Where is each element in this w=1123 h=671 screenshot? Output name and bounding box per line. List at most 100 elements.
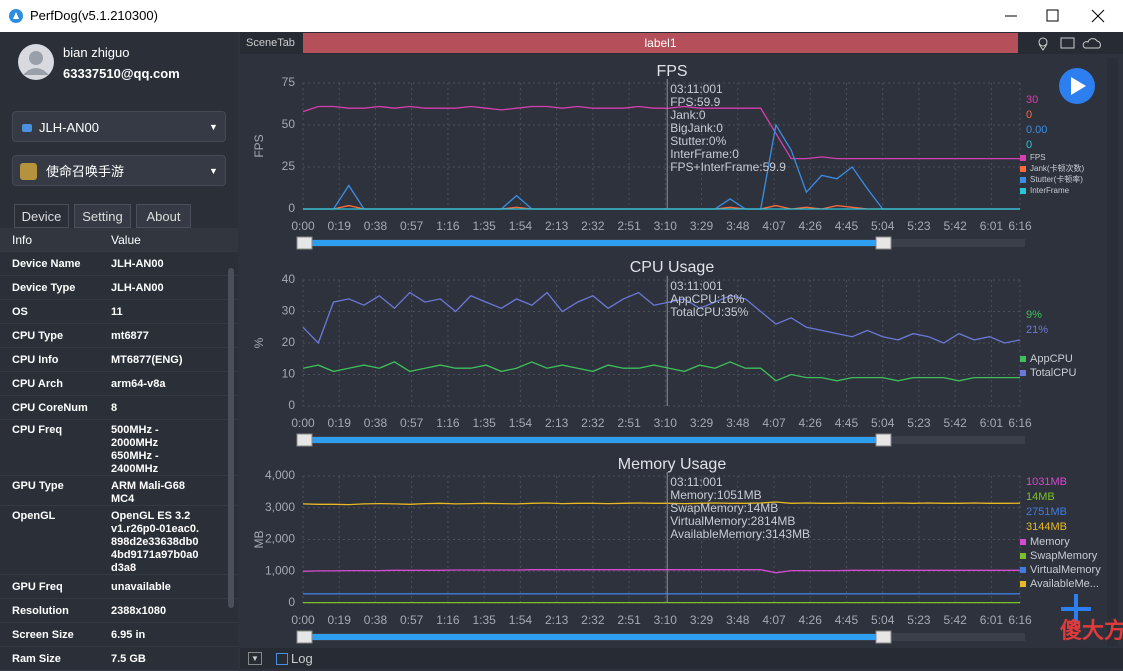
info-value: MT6877(ENG) xyxy=(111,354,183,366)
x-tick-label: 6:01 xyxy=(980,219,1004,233)
tooltip-line: FPS:59.9 xyxy=(670,95,720,109)
table-row: Device Type JLH-AN00 xyxy=(0,276,238,300)
legend-name: Stutter(卡顿率) xyxy=(1030,174,1083,184)
log-label[interactable]: Log xyxy=(291,651,313,666)
tooltip-line: 03:11:001 xyxy=(670,82,723,96)
x-tick-label: 0:57 xyxy=(400,416,424,430)
x-tick-label: 2:32 xyxy=(581,219,605,233)
y-tick-label: 0 xyxy=(288,398,295,412)
x-tick-label: 4:07 xyxy=(762,613,786,627)
x-tick-label: 5:04 xyxy=(871,219,895,233)
table-row: CPU Arch arm64-v8a xyxy=(0,372,238,396)
tab[interactable]: Setting xyxy=(74,204,131,228)
info-value-line: 2000MHz xyxy=(111,437,159,449)
info-value: 7.5 GB xyxy=(111,653,146,665)
x-tick-label: 2:13 xyxy=(545,416,569,430)
x-tick-label: 1:54 xyxy=(509,219,533,233)
tab[interactable]: Device xyxy=(14,204,69,228)
x-tick-label: 5:23 xyxy=(907,416,931,430)
scene-tab[interactable]: SceneTab xyxy=(246,37,295,49)
info-value-line: 2400MHz xyxy=(111,463,159,475)
x-tick-label: 5:23 xyxy=(907,219,931,233)
y-tick-label: 20 xyxy=(282,335,296,349)
legend-swatch xyxy=(1020,166,1026,172)
title-bar: PerfDog(v5.1.210300) xyxy=(0,0,1123,32)
dropdown-arrow: ▼ xyxy=(209,166,218,176)
toolbar-icons[interactable] xyxy=(1035,35,1105,51)
info-value: 8 xyxy=(111,402,118,414)
device-dropdown[interactable]: JLH-AN00 ▼ xyxy=(12,111,226,142)
range-handle xyxy=(875,433,892,447)
table-row: Device Name JLH-AN00 xyxy=(0,252,238,276)
tooltip-line: InterFrame:0 xyxy=(670,147,739,161)
collapse-button[interactable]: ▼ xyxy=(248,652,262,665)
info-value-line: 4bd9171a97b0a0 xyxy=(111,549,199,561)
x-tick-label: 4:45 xyxy=(835,416,859,430)
info-label: CPU CoreNum xyxy=(12,402,88,414)
x-tick-label: 1:35 xyxy=(472,613,496,627)
legend-value: 14MB xyxy=(1026,491,1055,503)
tooltip-line: TotalCPU:35% xyxy=(670,305,748,319)
legend-value: 3144MB xyxy=(1026,521,1067,533)
legend-swatch xyxy=(1020,188,1026,194)
legend-value: 0.00 xyxy=(1026,124,1047,136)
info-value: 6.95 in xyxy=(111,629,146,641)
y-tick-label: 40 xyxy=(282,272,296,286)
window-controls[interactable] xyxy=(990,0,1123,32)
header-cell: Value xyxy=(111,233,141,247)
user-name: bian zhiguo xyxy=(63,45,130,60)
info-value: JLH-AN00 xyxy=(111,258,164,270)
info-label: Device Type xyxy=(12,282,76,294)
info-value-line: 650MHz - xyxy=(111,450,159,462)
table-row: CPU Type mt6877 xyxy=(0,324,238,348)
table-header: Info Value xyxy=(0,228,238,252)
info-value-line: 500MHz - xyxy=(111,424,159,436)
y-tick-label: 0 xyxy=(288,595,295,609)
series-line xyxy=(302,501,1021,506)
info-label: Device Name xyxy=(12,258,81,270)
app-icon xyxy=(9,9,23,23)
x-tick-label: 2:13 xyxy=(545,613,569,627)
tooltip-line: Memory:1051MB xyxy=(670,488,761,502)
legend-value: 0 xyxy=(1026,109,1032,121)
y-axis-label: MB xyxy=(252,531,266,549)
scrollbar[interactable] xyxy=(228,268,234,608)
x-tick-label: 5:23 xyxy=(907,613,931,627)
x-tick-label: 2:51 xyxy=(617,416,641,430)
x-tick-label: 3:48 xyxy=(726,613,750,627)
legend-name: AppCPU xyxy=(1030,353,1073,365)
legend-swatch xyxy=(1020,155,1026,161)
y-tick-label: 10 xyxy=(282,367,296,381)
tooltip-line: Stutter:0% xyxy=(670,134,726,148)
y-tick-label: 4,000 xyxy=(265,468,295,482)
info-value-line: v1.r26p0-01eac0. xyxy=(111,523,200,535)
tooltip-line: FPS+InterFrame:59.9 xyxy=(670,160,786,174)
scene-label[interactable]: label1 xyxy=(303,33,1018,53)
range-handle xyxy=(875,236,892,250)
add-icon[interactable] xyxy=(1061,594,1091,624)
header-cell: Info xyxy=(12,233,33,247)
app-icon xyxy=(20,163,37,180)
scene-bar: SceneTab label1 xyxy=(240,32,1123,54)
app-dropdown[interactable]: 使命召唤手游 ▼ xyxy=(12,155,226,186)
info-value-line: 898d2e33638db0 xyxy=(111,536,199,548)
info-label: GPU Type xyxy=(12,480,64,492)
legend-swatch xyxy=(1020,370,1026,376)
x-tick-label: 1:54 xyxy=(509,416,533,430)
x-tick-label: 4:07 xyxy=(762,219,786,233)
table-row: CPU Info MT6877(ENG) xyxy=(0,348,238,372)
dropdown-arrow: ▼ xyxy=(209,122,218,132)
x-tick-label: 3:10 xyxy=(654,613,678,627)
x-tick-label: 3:29 xyxy=(690,416,714,430)
user-email: 63337510@qq.com xyxy=(63,66,180,81)
tab[interactable]: About xyxy=(136,204,191,228)
x-tick-label: 0:57 xyxy=(400,613,424,627)
x-tick-label: 2:51 xyxy=(617,613,641,627)
y-tick-label: 0 xyxy=(288,201,295,215)
table-row: CPU Freq 500MHz -2000MHz 650MHz -2400MHz xyxy=(0,420,238,476)
x-tick-label: 5:42 xyxy=(943,613,967,627)
x-tick-label: 5:42 xyxy=(943,219,967,233)
x-tick-label: 4:45 xyxy=(835,613,859,627)
log-checkbox[interactable] xyxy=(276,653,288,665)
